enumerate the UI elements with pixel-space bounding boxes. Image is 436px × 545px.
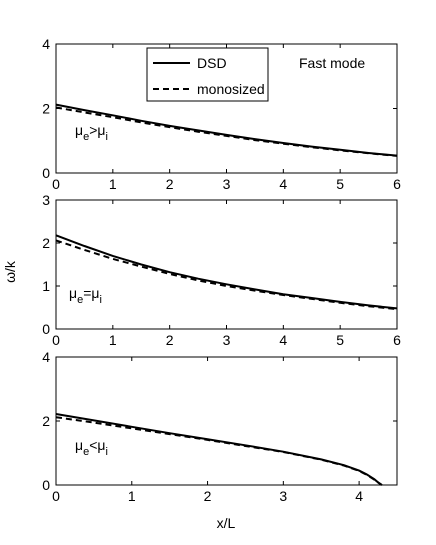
x-axis-label: x/L [217,515,236,531]
x-tick-label: 6 [393,176,401,192]
legend-label-dsd: DSD [197,55,227,71]
panel-label: μe=μi [69,285,102,306]
x-tick-label: 6 [393,332,401,348]
y-tick-label: 0 [42,477,50,493]
y-tick-label: 4 [42,36,50,52]
x-tick-label: 4 [279,332,287,348]
x-tick-label: 2 [166,176,174,192]
x-tick-label: 3 [279,488,287,504]
x-tick-label: 2 [166,332,174,348]
y-axis-label: ω/k [2,260,18,283]
x-tick-label: 1 [109,332,117,348]
y-tick-label: 1 [42,278,50,294]
y-tick-label: 2 [42,235,50,251]
x-tick-label: 0 [52,176,60,192]
y-tick-label: 3 [42,192,50,208]
x-tick-label: 4 [279,176,287,192]
x-tick-label: 0 [52,332,60,348]
series-line-monosized [55,416,383,486]
x-tick-label: 3 [223,332,231,348]
x-tick-label: 0 [52,488,60,504]
panel-label: μe<μi [75,437,108,458]
mode-annotation: Fast mode [299,55,365,71]
panel-2: 0 1 2 3 4 5 6 0 1 2 3 μe=μi [42,192,401,348]
panel-label: μe>μi [75,122,108,143]
x-tick-label: 2 [204,488,212,504]
y-tick-label: 2 [42,413,50,429]
x-tick-label: 5 [336,332,344,348]
series-line-monosized [55,239,398,311]
panel-3: 0 1 2 3 4 0 2 4 μe<μi [42,349,398,504]
x-tick-label: 5 [336,176,344,192]
series-line-monosized [55,106,398,157]
panel-1: 0 1 2 3 4 5 6 0 2 4 μe>μi [42,36,401,192]
x-tick-label: 1 [109,176,117,192]
y-tick-label: 0 [42,321,50,337]
legend-label-monosized: monosized [197,81,265,97]
y-tick-label: 2 [42,101,50,117]
x-tick-label: 1 [128,488,136,504]
x-tick-label: 4 [355,488,363,504]
legend-box [146,47,269,102]
series-line-dsd [55,234,398,310]
x-tick-label: 3 [223,176,231,192]
panel-frame [55,199,398,330]
y-tick-label: 4 [42,349,50,365]
legend: DSD monosized [146,47,269,102]
y-tick-label: 0 [42,165,50,181]
